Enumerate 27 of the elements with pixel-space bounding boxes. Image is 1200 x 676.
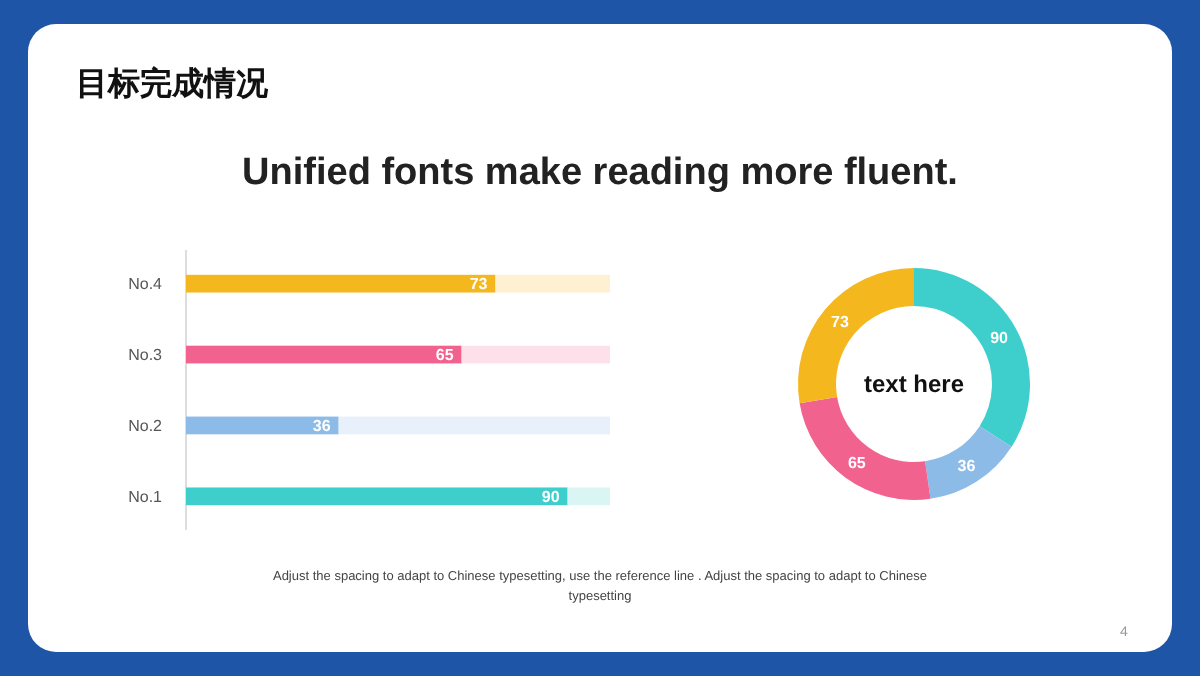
bar [338, 416, 610, 435]
data-label: 65 [435, 346, 455, 365]
donut-slice [925, 426, 1012, 499]
y-tick-label: No.2 [128, 417, 164, 436]
text: text here [863, 370, 965, 399]
bar [186, 487, 568, 506]
bar [495, 274, 610, 293]
bar [186, 274, 496, 293]
donut-slice [914, 268, 1030, 447]
bar [186, 345, 462, 364]
chart-title: 目标完成情况 [76, 64, 270, 102]
y-tick-label: No.1 [128, 487, 164, 506]
y-tick-label: No.3 [128, 346, 164, 365]
data-label: 36 [957, 457, 977, 476]
data-label: 65 [847, 453, 867, 472]
donut-slice [799, 396, 931, 500]
data-label: 90 [541, 487, 561, 506]
data-label: 73 [831, 312, 850, 331]
data-label: 73 [469, 275, 489, 294]
bar [567, 487, 610, 506]
data-label: 36 [312, 417, 332, 436]
donut-slice [798, 268, 914, 404]
y-tick-label: No.4 [128, 275, 164, 294]
bar [461, 345, 610, 364]
bar [186, 416, 339, 435]
data-label: 90 [990, 329, 1010, 348]
chart-subtitle: Unified fonts make reading more fluent. [242, 152, 958, 194]
